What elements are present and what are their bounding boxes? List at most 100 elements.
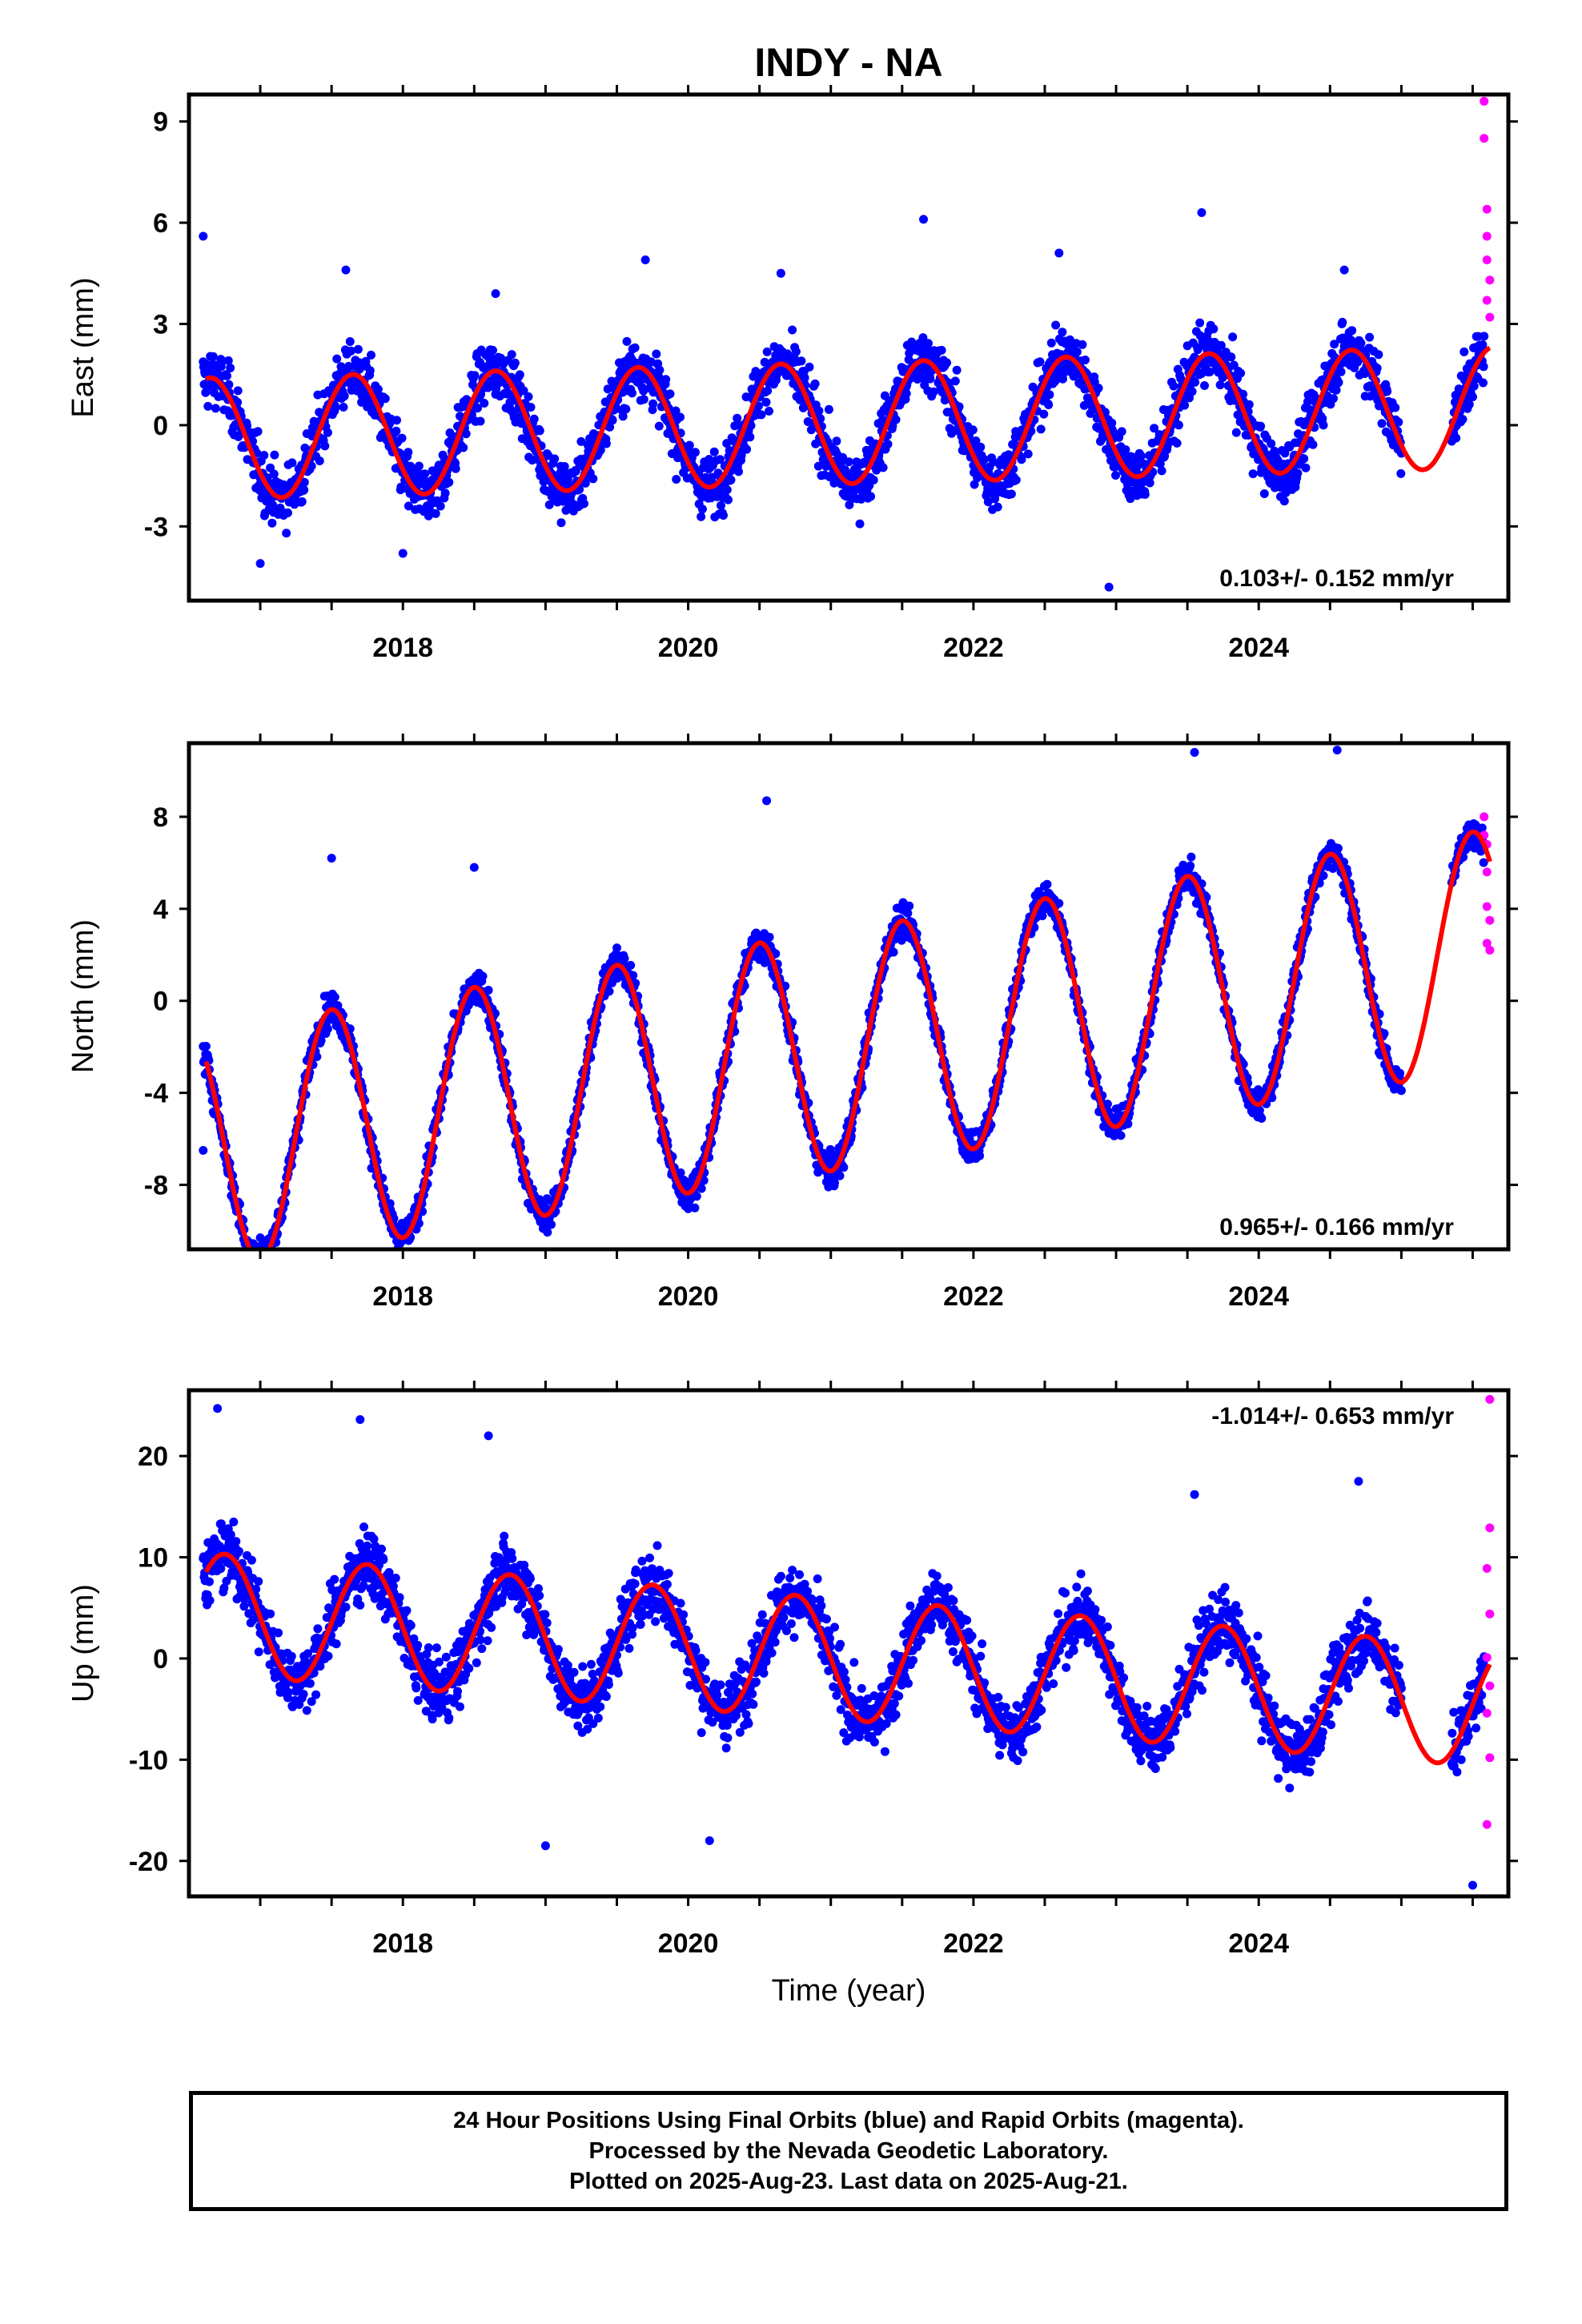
final-point <box>924 339 933 348</box>
final-point <box>989 457 998 467</box>
final-point <box>968 425 978 435</box>
final-point <box>580 499 588 509</box>
final-point <box>461 429 471 439</box>
final-outlier-point <box>491 289 500 299</box>
final-point <box>261 1252 270 1261</box>
final-point <box>800 373 809 383</box>
x-tick-label: 2024 <box>1228 633 1289 663</box>
final-point <box>373 384 383 394</box>
final-point <box>1102 1100 1112 1109</box>
final-point <box>1248 469 1258 479</box>
final-point <box>251 1260 260 1269</box>
final-point <box>1318 414 1327 424</box>
final-point <box>1391 403 1400 412</box>
final-outlier-point <box>398 549 408 558</box>
final-point <box>367 350 375 360</box>
final-point <box>722 439 732 448</box>
final-point <box>722 485 732 495</box>
final-point <box>1244 400 1254 409</box>
final-point <box>1137 452 1146 460</box>
final-point <box>331 403 340 412</box>
plot-frame <box>187 92 1511 603</box>
final-point <box>1396 468 1406 478</box>
final-point <box>287 458 297 468</box>
final-point <box>252 1258 261 1267</box>
final-point <box>1267 439 1276 448</box>
final-point <box>824 404 833 414</box>
final-point <box>1180 400 1190 410</box>
final-point <box>1469 381 1479 391</box>
final-point <box>476 416 485 426</box>
final-point <box>380 394 390 404</box>
final-point <box>1036 424 1046 434</box>
final-point <box>1172 438 1182 448</box>
final-point <box>208 352 218 361</box>
final-point <box>1039 409 1049 419</box>
final-point <box>810 379 820 388</box>
final-point <box>510 358 520 368</box>
final-point <box>404 448 413 457</box>
final-point <box>473 404 482 413</box>
final-point <box>891 415 901 424</box>
final-point <box>1479 378 1488 388</box>
final-point <box>697 1184 706 1193</box>
final-outlier-point <box>776 268 785 278</box>
final-point <box>1200 381 1209 390</box>
final-point <box>563 474 572 484</box>
final-point <box>245 1251 254 1260</box>
final-point <box>431 509 440 518</box>
final-point <box>754 401 763 411</box>
x-tick-label: 2022 <box>943 633 1004 663</box>
final-point <box>975 1151 985 1160</box>
y-tick-label: 3 <box>153 310 168 340</box>
x-tick-label: 2018 <box>372 633 433 663</box>
final-point <box>1042 879 1052 889</box>
final-point <box>883 440 893 449</box>
final-point <box>1140 489 1150 499</box>
final-point <box>484 986 493 995</box>
final-point <box>937 345 946 355</box>
final-point <box>1107 418 1117 428</box>
final-point <box>1394 417 1403 427</box>
final-outlier-point <box>255 559 265 569</box>
final-point <box>1157 466 1166 476</box>
final-point <box>312 1052 322 1061</box>
final-point <box>445 428 455 437</box>
final-point <box>1227 352 1236 362</box>
final-point <box>1072 348 1082 356</box>
final-point <box>628 388 636 398</box>
final-point <box>543 1228 552 1237</box>
final-point <box>672 475 681 484</box>
final-point <box>838 452 848 462</box>
final-point <box>444 477 454 487</box>
final-point <box>726 475 736 485</box>
final-point <box>259 1272 267 1281</box>
final-point <box>832 436 841 446</box>
final-point <box>926 374 935 384</box>
final-point <box>1280 448 1290 458</box>
final-point <box>244 1252 253 1261</box>
final-point <box>654 421 664 431</box>
final-point <box>980 455 990 464</box>
final-point <box>719 511 728 520</box>
rapid-point <box>1482 231 1492 241</box>
final-point <box>816 414 825 424</box>
final-point <box>1372 364 1382 373</box>
final-point <box>1228 332 1238 342</box>
final-point <box>259 451 269 460</box>
final-point <box>942 358 952 368</box>
final-point <box>1267 1093 1277 1103</box>
final-point <box>844 457 853 467</box>
final-point <box>526 403 536 412</box>
final-point <box>519 386 528 396</box>
final-point <box>262 1251 271 1260</box>
final-point <box>253 427 263 436</box>
final-point <box>905 901 914 911</box>
final-point <box>1334 378 1343 387</box>
final-point <box>952 365 962 375</box>
final-point <box>300 443 310 452</box>
final-point <box>901 388 911 398</box>
final-point <box>1279 497 1289 506</box>
final-point <box>588 474 598 484</box>
